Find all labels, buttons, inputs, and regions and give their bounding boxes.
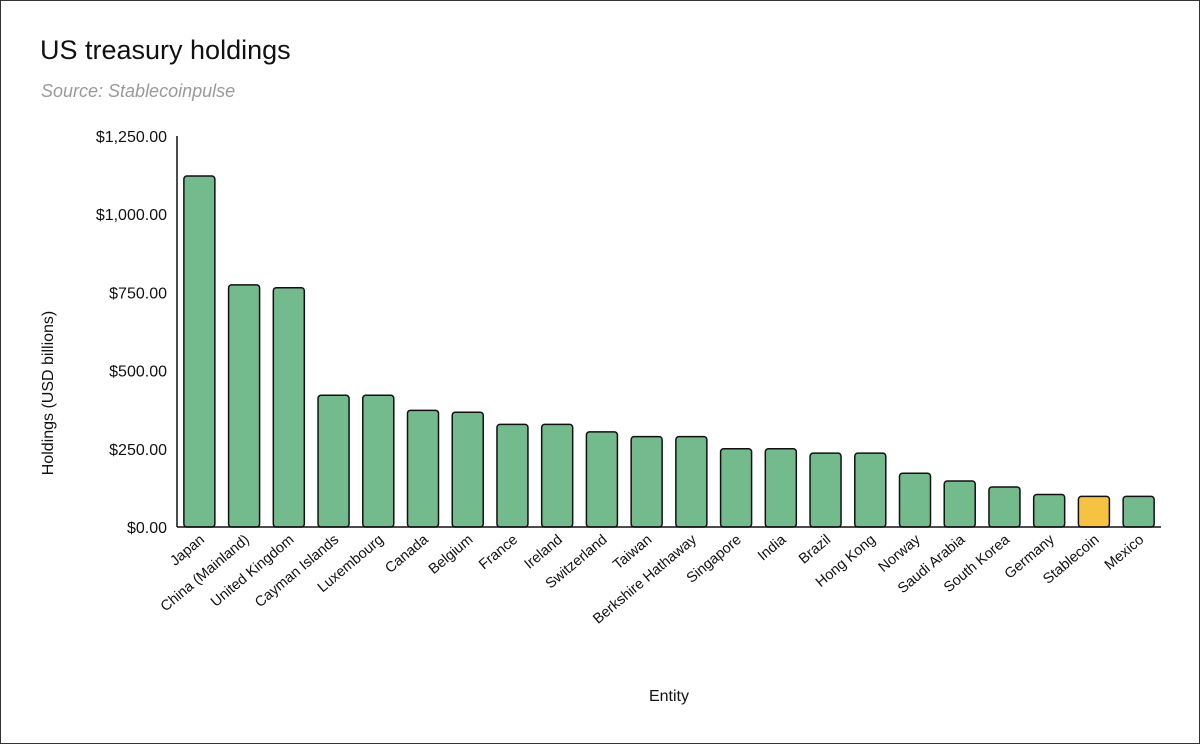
bar-china-mainland — [227, 284, 261, 528]
bar-taiwan — [630, 435, 663, 528]
x-axis-title: Entity — [649, 688, 689, 705]
bar-canada — [406, 409, 440, 528]
chart-subtitle: Source: Stablecoinpulse — [41, 81, 236, 101]
chart-title: US treasury holdings — [40, 35, 291, 65]
bar-brazil — [809, 452, 842, 528]
bars — [183, 175, 1155, 528]
bar-ireland — [540, 423, 574, 528]
bar-united-kingdom — [272, 286, 306, 528]
bar-switzerland — [585, 431, 619, 528]
y-axis-title: Holdings (USD billions) — [40, 311, 57, 476]
x-tick-label: Brazil — [796, 532, 834, 568]
bar-berkshire-hathaway — [675, 435, 708, 528]
bar-india — [764, 448, 798, 528]
y-tick-label: $250.00 — [109, 442, 167, 459]
y-tick-label: $1,000.00 — [96, 207, 167, 224]
bar-mexico — [1122, 495, 1155, 528]
bar-south-korea — [988, 486, 1021, 528]
bar-belgium — [451, 411, 484, 528]
bar-stablecoin — [1077, 495, 1111, 528]
bar-france — [496, 423, 529, 528]
bar-japan — [183, 175, 216, 528]
bar-germany — [1032, 493, 1066, 528]
x-tick-label: Belgium — [426, 532, 476, 578]
bar-norway — [898, 472, 932, 528]
y-tick-label: $1,250.00 — [96, 129, 167, 146]
y-axis-ticks: $0.00 $250.00 $500.00 $750.00 $1,000.00 $1,25… — [96, 129, 167, 537]
y-tick-label: $750.00 — [109, 285, 167, 302]
x-tick-label: Canada — [382, 531, 432, 577]
bar-cayman-islands — [317, 394, 350, 528]
y-tick-label: $500.00 — [109, 364, 167, 381]
x-tick-label: India — [755, 531, 790, 564]
bar-luxembourg — [362, 394, 395, 528]
bar-singapore — [719, 448, 753, 528]
x-tick-label: Mexico — [1102, 532, 1147, 574]
y-tick-label: $0.00 — [127, 520, 167, 537]
x-tick-label: Japan — [167, 532, 208, 570]
bar-saudi-arabia — [943, 480, 976, 528]
x-tick-label: France — [476, 532, 521, 573]
bar-hong-kong — [854, 452, 887, 528]
